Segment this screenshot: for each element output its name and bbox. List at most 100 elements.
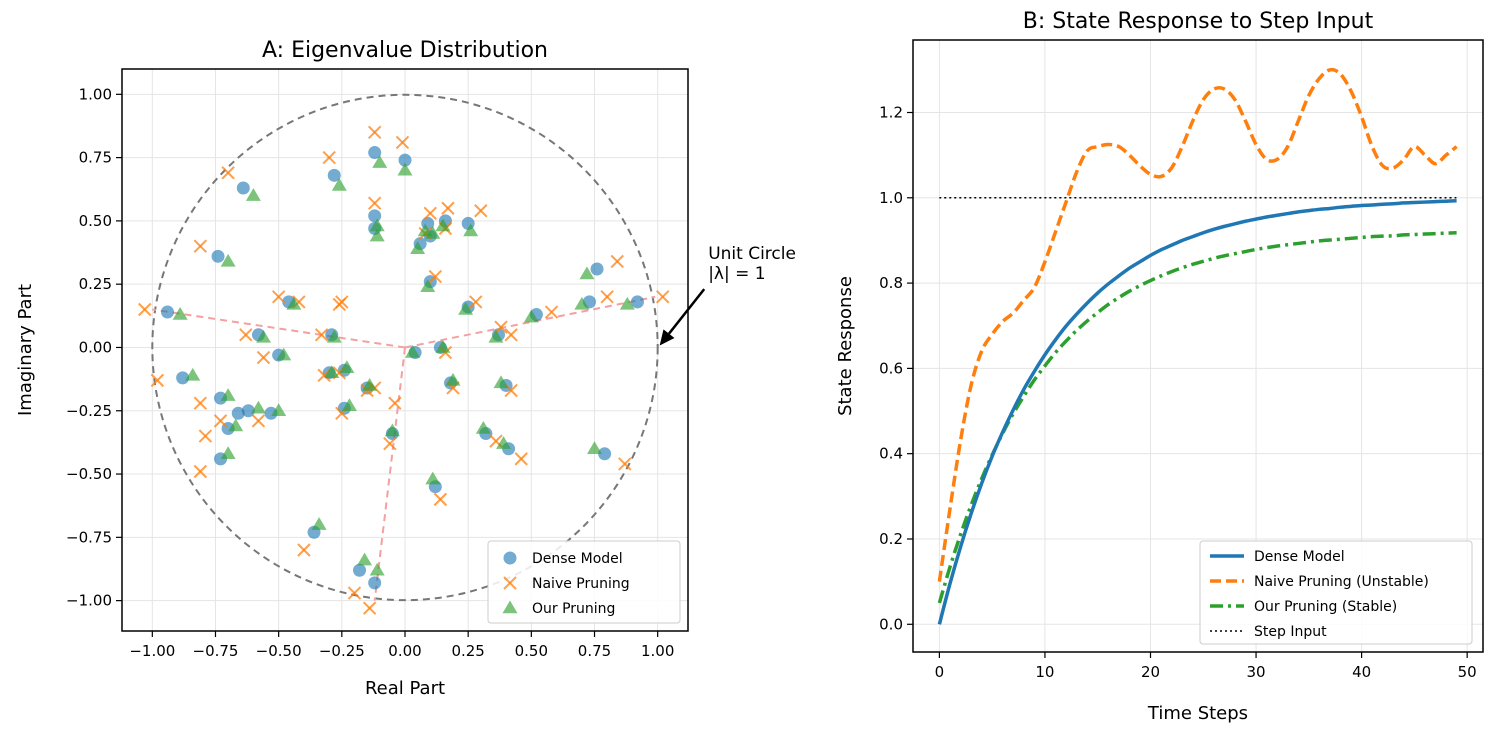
legend-item-step: Step Input: [1210, 624, 1327, 640]
y-tick-label: 1.00: [79, 85, 112, 103]
point-triangle: [220, 446, 236, 460]
panel-a-x-axis-label: Real Part: [365, 678, 445, 699]
x-tick-label: −1.00: [129, 642, 175, 660]
point-triangle: [463, 223, 479, 237]
point-circle: [176, 371, 190, 385]
point-triangle: [369, 562, 385, 576]
point-x: [221, 166, 235, 180]
point-x: [474, 204, 488, 218]
response-lines: [937, 67, 1458, 625]
point-triangle: [425, 226, 441, 239]
point-triangle: [405, 345, 421, 358]
point-triangle: [220, 388, 236, 401]
legend-label-naive: Naive Pruning: [532, 576, 630, 592]
point-triangle: [362, 377, 378, 391]
y-tick-label: 0.8: [879, 274, 903, 292]
point-triangle: [185, 367, 201, 381]
point-circle: [211, 249, 225, 263]
x-tick-label: −0.25: [319, 642, 365, 660]
point-x: [322, 150, 336, 165]
point-triangle: [410, 241, 426, 254]
point-x: [388, 396, 402, 410]
x-tick-label: 0.25: [451, 642, 484, 660]
panel-a-x-ticks: −1.00 −0.75 −0.50 −0.25 0.00 0.25 0.50 0.75 1.00: [129, 631, 674, 660]
point-triangle: [271, 403, 287, 417]
point-x: [395, 135, 410, 150]
x-tick-label: 50: [1458, 663, 1477, 681]
point-x: [251, 414, 266, 428]
panel-a-legend: Dense Model Naive Pruning Our Pruning: [487, 540, 681, 624]
point-circle: [327, 168, 341, 182]
legend-item-ours: Our Pruning (Stable): [1210, 599, 1397, 615]
point-x: [362, 601, 377, 615]
panel-b-frame: [912, 39, 1484, 653]
point-circle: [590, 262, 604, 276]
point-circle: [368, 576, 382, 590]
x-tick-label: 20: [1141, 663, 1160, 681]
point-x: [514, 452, 528, 466]
legend-item-dense: Dense Model: [1210, 549, 1345, 565]
legend-marker-triangle: [502, 600, 518, 614]
y-tick-label: 1.2: [879, 104, 903, 122]
point-x: [193, 464, 208, 479]
series-line-dashdot: [937, 231, 1457, 604]
x-tick-label: 0.00: [388, 642, 421, 660]
point-triangle: [341, 398, 357, 411]
spoke-line: [404, 295, 656, 349]
point-x: [213, 414, 228, 428]
legend-item-dense: Dense Model: [503, 551, 623, 567]
point-x: [433, 492, 448, 507]
point-circle: [231, 406, 245, 420]
panel-b-title: B: State Response to Step Input: [1023, 9, 1374, 34]
point-x: [198, 429, 213, 443]
panel-b-x-ticks: 0 10 20 30 40 50: [935, 652, 1477, 681]
y-tick-label: 0.50: [79, 212, 112, 230]
annotation-arrow: [667, 288, 706, 335]
point-x: [138, 302, 152, 317]
panel-b-y-ticks: 0.0 0.2 0.4 0.6 0.8 1.0 1.2: [879, 104, 913, 633]
legend-marker-circle: [503, 551, 517, 565]
point-triangle: [228, 418, 244, 432]
legend-label-step: Step Input: [1254, 624, 1327, 640]
panel-b-x-axis-label: Time Steps: [1147, 703, 1248, 724]
x-tick-label: −0.75: [193, 642, 239, 660]
point-triangle: [372, 155, 388, 168]
point-circle: [398, 153, 412, 167]
point-triangle: [619, 296, 635, 310]
point-x: [367, 125, 382, 139]
point-x: [383, 436, 397, 451]
legend-marker-x: [503, 576, 517, 590]
point-x: [314, 328, 329, 342]
point-triangle: [331, 177, 347, 191]
scatter-points: [138, 125, 670, 615]
legend-label-naive: Naive Pruning (Unstable): [1254, 574, 1429, 590]
point-triangle: [435, 218, 451, 232]
point-x: [150, 373, 165, 388]
unit-circle-annotation: Unit Circle |λ| = 1: [659, 244, 796, 346]
point-x: [441, 201, 455, 215]
point-x: [504, 328, 518, 342]
point-x: [618, 457, 632, 471]
y-tick-label: 0.25: [79, 275, 112, 293]
legend-box: [1199, 540, 1473, 645]
unit-circle: [151, 93, 659, 602]
panel-b-step-response-chart: 0 10 20 30 40 50 0.0 0.2 0.4 0.6 0.8 1.0 1.2 B: Sta…: [835, 9, 1484, 724]
point-x: [423, 206, 437, 221]
point-triangle: [357, 552, 373, 566]
spoke-line: [152, 308, 406, 349]
legend-label-dense: Dense Model: [1254, 549, 1345, 565]
point-triangle: [326, 329, 342, 343]
y-tick-label: 1.0: [879, 189, 903, 207]
y-tick-label: 0.4: [879, 445, 903, 463]
point-x: [193, 239, 208, 253]
point-x: [297, 543, 311, 557]
legend-label-ours: Our Pruning (Stable): [1254, 599, 1397, 615]
legend-marker: [503, 551, 517, 565]
y-tick-label: −0.50: [66, 465, 112, 483]
legend-box: [487, 540, 681, 624]
point-triangle: [324, 365, 340, 379]
point-triangle: [475, 420, 491, 434]
point-triangle: [276, 347, 292, 361]
y-tick-label: 0.00: [79, 338, 112, 356]
